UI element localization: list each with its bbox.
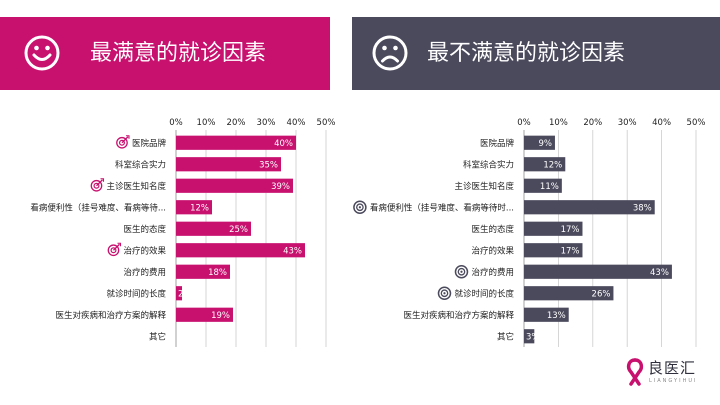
x-tick-label: 20% (227, 118, 246, 128)
x-tick-label: 10% (197, 118, 216, 128)
data-label: 17% (561, 225, 580, 235)
data-label: 25% (229, 225, 248, 235)
data-label: 40% (274, 139, 293, 149)
category-label: 治疗的费用 (471, 267, 514, 278)
x-tick-label: 50% (687, 118, 706, 128)
bar (176, 157, 281, 172)
category-label: 看病便利性（挂号难度、看病等待时... (370, 202, 514, 213)
x-tick-label: 40% (652, 118, 671, 128)
bar (524, 286, 614, 301)
target-icon (90, 178, 105, 192)
left-bar-chart: 0% 10% 20% 30% 40% 50% 医院品牌 40% 科室综合实力 35% 主诊医生知名度… (0, 108, 340, 348)
data-label: 11% (540, 182, 559, 192)
category-label: 治疗的效果 (471, 245, 514, 256)
data-label: 19% (211, 311, 230, 321)
x-tick-label: 0% (169, 118, 183, 128)
bar (524, 243, 583, 258)
left-panel-title: 最满意的就诊因素 (90, 41, 267, 66)
bar (176, 221, 251, 236)
bar (176, 135, 296, 150)
category-label: 就诊时间的长度 (454, 288, 514, 299)
category-label: 其它 (497, 331, 514, 342)
data-label: 26% (592, 289, 611, 299)
bar (176, 286, 182, 301)
data-label: 18% (208, 268, 227, 278)
x-tick-label: 30% (257, 118, 276, 128)
bar (524, 221, 583, 236)
bar (524, 329, 535, 344)
data-label: 9% (538, 139, 552, 149)
data-label: 3% (526, 332, 540, 342)
right-panel-title: 最不满意的就诊因素 (427, 41, 626, 66)
bullseye-icon (437, 286, 452, 300)
x-tick-label: 20% (583, 118, 602, 128)
data-label: 12% (190, 203, 209, 213)
data-label: 13% (547, 311, 566, 321)
category-label: 医院品牌 (132, 138, 167, 149)
x-tick-label: 40% (287, 118, 306, 128)
data-label: 12% (543, 160, 562, 170)
category-label: 医生的态度 (123, 224, 166, 235)
bar (524, 264, 672, 279)
x-tick-label: 50% (317, 118, 336, 128)
category-label: 就诊时间的长度 (106, 288, 166, 299)
target-icon (116, 135, 130, 149)
brand-name: 良医汇 (648, 359, 697, 377)
category-label: 医生的态度 (471, 224, 514, 235)
right-panel-header: 最不满意的就诊因素 (352, 17, 720, 90)
bar (176, 307, 233, 322)
category-label: 治疗的费用 (123, 267, 166, 278)
smiley-face-icon (24, 35, 60, 71)
bar (176, 243, 305, 258)
data-label: 43% (283, 246, 302, 256)
brand-subtitle: LIANGYIHUI (649, 378, 698, 384)
category-label: 科室综合实力 (115, 159, 166, 170)
data-label: 38% (633, 203, 652, 213)
x-tick-label: 30% (618, 118, 637, 128)
left-panel-header: 最满意的就诊因素 (0, 17, 330, 90)
category-label: 其它 (149, 331, 166, 342)
category-label: 主诊医生知名度 (454, 181, 514, 192)
category-label: 主诊医生知名度 (106, 181, 166, 192)
bar (176, 178, 293, 193)
data-label: 17% (561, 246, 580, 256)
bar (524, 200, 655, 215)
category-label: 科室综合实力 (463, 159, 514, 170)
bar (524, 307, 569, 322)
bullseye-icon (454, 265, 469, 279)
data-label: 43% (650, 268, 669, 278)
ribbon-logo-icon (626, 358, 644, 386)
category-label: 医院品牌 (480, 138, 515, 149)
data-label: 39% (271, 182, 290, 192)
bar (524, 157, 566, 172)
bullseye-icon (353, 200, 367, 214)
category-label: 治疗的效果 (123, 245, 166, 256)
category-label: 看病便利性（挂号难度、看病等待... (30, 202, 166, 213)
right-bar-chart: 0% 10% 20% 30% 40% 50% 医院品牌 9% 科室综合实力 12% 主诊医生知名度 1… (352, 108, 720, 348)
sad-face-icon (372, 35, 408, 71)
brand-logo: 良医汇 LIANGYIHUI (624, 355, 714, 391)
target-icon (107, 242, 122, 257)
x-tick-label: 10% (549, 118, 568, 128)
bar (524, 135, 555, 150)
category-label: 医生对疾病和治疗方案的解释 (403, 310, 514, 321)
bar (524, 178, 562, 193)
bar-chart-svg: 0% 10% 20% 30% 40% 50% 医院品牌 40% 科室综合实力 35% 主诊医生知名度… (30, 118, 336, 347)
category-label: 医生对疾病和治疗方案的解释 (55, 310, 166, 321)
x-tick-label: 0% (517, 118, 531, 128)
data-label: 35% (259, 160, 278, 170)
bar (176, 200, 212, 215)
data-label: 2 (178, 289, 183, 299)
bar (176, 264, 230, 279)
bar-chart-svg: 0% 10% 20% 30% 40% 50% 医院品牌 9% 科室综合实力 12% 主诊医生知名度 1… (353, 118, 706, 347)
